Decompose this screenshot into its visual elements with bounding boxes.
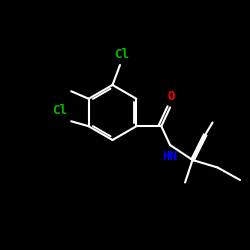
Text: O: O <box>168 90 175 103</box>
Text: Cl: Cl <box>52 104 68 118</box>
Text: HN: HN <box>162 150 178 164</box>
Text: Cl: Cl <box>114 48 129 61</box>
